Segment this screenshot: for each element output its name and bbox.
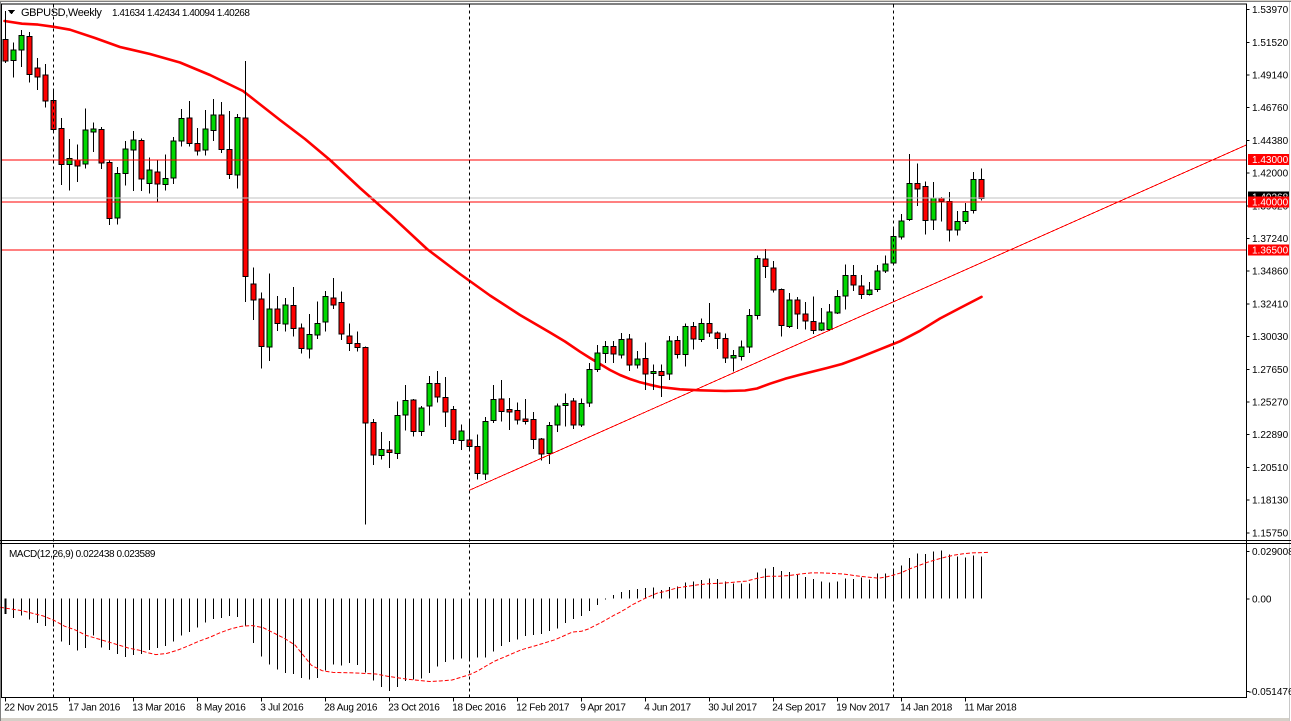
svg-text:0.029008: 0.029008 xyxy=(1252,547,1291,558)
svg-text:22 Nov 2015: 22 Nov 2015 xyxy=(4,703,58,714)
svg-text:30 Jul 2017: 30 Jul 2017 xyxy=(708,703,757,714)
svg-text:MACD(12,26,9) 0.022438 0.02358: MACD(12,26,9) 0.022438 0.023589 xyxy=(9,549,156,560)
svg-text:1.46760: 1.46760 xyxy=(1252,103,1289,114)
svg-text:4 Jun 2017: 4 Jun 2017 xyxy=(644,703,691,714)
svg-text:1.30030: 1.30030 xyxy=(1252,332,1289,343)
svg-text:1.44380: 1.44380 xyxy=(1252,136,1289,147)
svg-text:0.00: 0.00 xyxy=(1252,595,1272,606)
svg-text:1.18130: 1.18130 xyxy=(1252,496,1289,507)
svg-text:23 Oct 2016: 23 Oct 2016 xyxy=(388,703,440,714)
svg-text:1.27650: 1.27650 xyxy=(1252,365,1289,376)
svg-text:3 Jul 2016: 3 Jul 2016 xyxy=(260,703,304,714)
svg-text:17 Jan 2016: 17 Jan 2016 xyxy=(68,703,120,714)
svg-text:1.36500: 1.36500 xyxy=(1252,245,1289,256)
svg-text:1.53970: 1.53970 xyxy=(1252,5,1289,16)
svg-text:1.49140: 1.49140 xyxy=(1252,71,1289,82)
svg-text:12 Feb 2017: 12 Feb 2017 xyxy=(516,703,570,714)
svg-text:1.42000: 1.42000 xyxy=(1252,169,1289,180)
svg-text:1.43000: 1.43000 xyxy=(1252,155,1289,166)
svg-text:14 Jan 2018: 14 Jan 2018 xyxy=(900,703,952,714)
svg-text:1.40000: 1.40000 xyxy=(1252,198,1289,209)
svg-text:1.41634 1.42434 1.40094 1.4026: 1.41634 1.42434 1.40094 1.40268 xyxy=(112,8,250,19)
svg-text:11 Mar 2018: 11 Mar 2018 xyxy=(964,703,1017,714)
svg-text:1.37240: 1.37240 xyxy=(1252,234,1289,245)
svg-text:GBPUSD,Weekly: GBPUSD,Weekly xyxy=(21,7,102,19)
svg-text:13 Mar 2016: 13 Mar 2016 xyxy=(132,703,186,714)
svg-text:1.20510: 1.20510 xyxy=(1252,463,1289,474)
svg-text:1.15750: 1.15750 xyxy=(1252,528,1289,539)
svg-text:1.51520: 1.51520 xyxy=(1252,38,1289,49)
svg-text:1.22890: 1.22890 xyxy=(1252,430,1289,441)
svg-text:8 May 2016: 8 May 2016 xyxy=(196,703,246,714)
svg-text:28 Aug 2016: 28 Aug 2016 xyxy=(324,703,378,714)
svg-text:-0.051476: -0.051476 xyxy=(1249,687,1291,698)
svg-text:1.34860: 1.34860 xyxy=(1252,267,1289,278)
svg-text:18 Dec 2016: 18 Dec 2016 xyxy=(452,703,506,714)
svg-text:9 Apr 2017: 9 Apr 2017 xyxy=(580,703,626,714)
svg-text:1.32410: 1.32410 xyxy=(1252,299,1289,310)
svg-text:24 Sep 2017: 24 Sep 2017 xyxy=(772,703,826,714)
svg-text:19 Nov 2017: 19 Nov 2017 xyxy=(836,703,890,714)
svg-text:1.25270: 1.25270 xyxy=(1252,398,1289,409)
